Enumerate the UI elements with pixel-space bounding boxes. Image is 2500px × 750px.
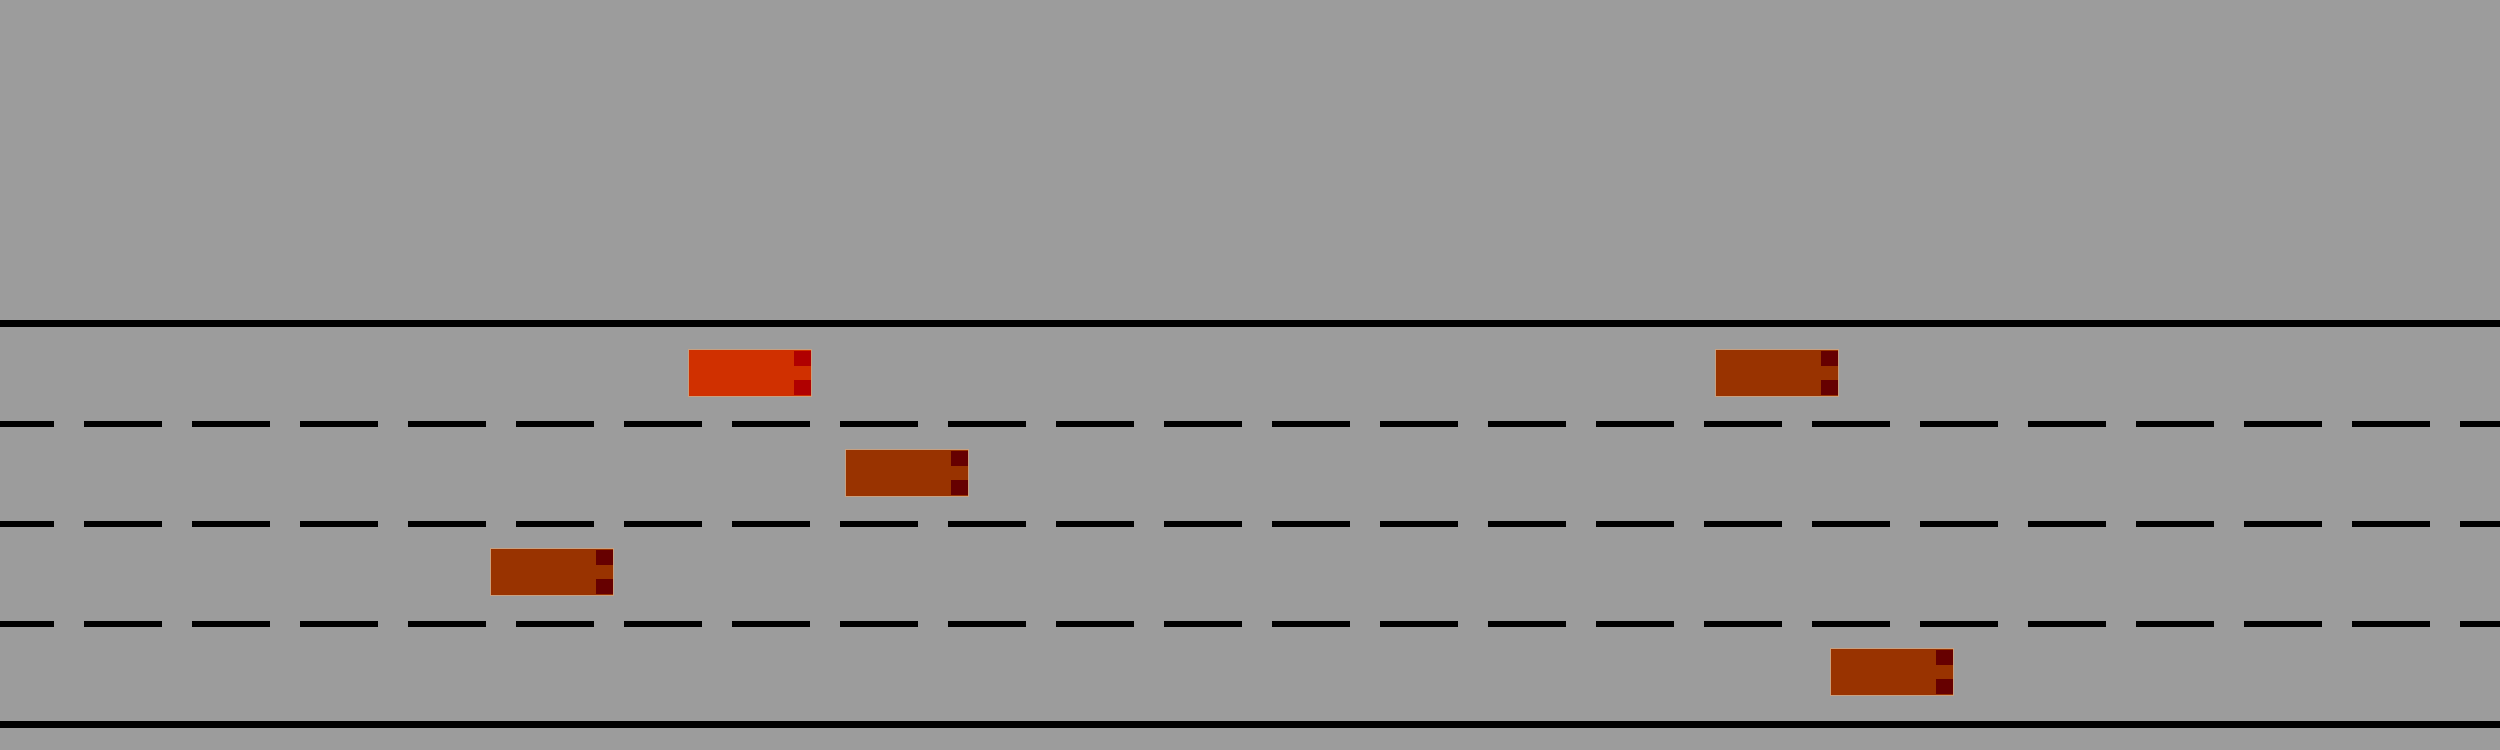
- lane-divider-3: [0, 621, 2500, 627]
- lane-divider-1: [0, 421, 2500, 427]
- traffic-car: [1830, 648, 1954, 696]
- traffic-car: [490, 548, 614, 596]
- car-tail-light: [1936, 650, 1953, 665]
- car-tail-light: [596, 579, 613, 594]
- road-top-boundary: [0, 320, 2500, 327]
- car-tail-light: [1821, 380, 1838, 395]
- car-tail-light: [1821, 351, 1838, 366]
- traffic-car: [845, 449, 969, 497]
- lane-divider-2: [0, 521, 2500, 527]
- car-tail-light: [951, 451, 968, 466]
- car-tail-light: [794, 380, 811, 395]
- traffic-car: [1715, 349, 1839, 397]
- car-tail-light: [951, 480, 968, 495]
- car-tail-light: [1936, 679, 1953, 694]
- car-tail-light: [794, 351, 811, 366]
- car-tail-light: [596, 550, 613, 565]
- road-bottom-boundary: [0, 721, 2500, 728]
- ego-car: [688, 349, 812, 397]
